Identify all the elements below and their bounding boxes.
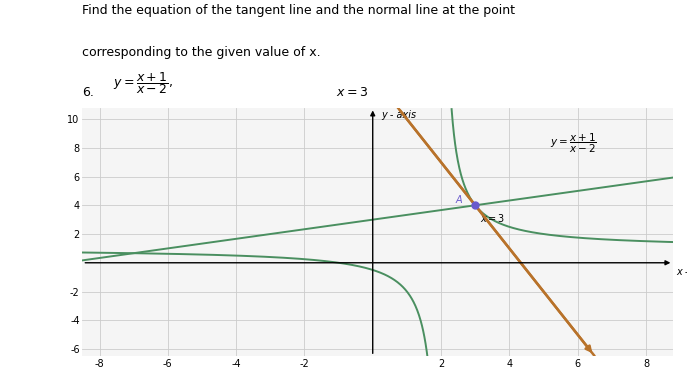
Text: $y=\dfrac{x+1}{x-2}$: $y=\dfrac{x+1}{x-2}$ bbox=[550, 132, 597, 155]
Text: 6.: 6. bbox=[82, 86, 94, 99]
Text: Find the equation of the tangent line and the normal line at the point: Find the equation of the tangent line an… bbox=[82, 4, 515, 17]
Text: $x=3$: $x=3$ bbox=[480, 213, 506, 224]
Text: $y=\dfrac{x+1}{x-2},$: $y=\dfrac{x+1}{x-2},$ bbox=[113, 70, 172, 96]
Text: $x=3$: $x=3$ bbox=[337, 86, 368, 99]
Text: $\mathit{A}$: $\mathit{A}$ bbox=[455, 193, 463, 204]
Text: y - axis: y - axis bbox=[381, 111, 416, 121]
Text: x - axis: x - axis bbox=[677, 267, 687, 277]
Text: corresponding to the given value of x.: corresponding to the given value of x. bbox=[82, 46, 321, 59]
